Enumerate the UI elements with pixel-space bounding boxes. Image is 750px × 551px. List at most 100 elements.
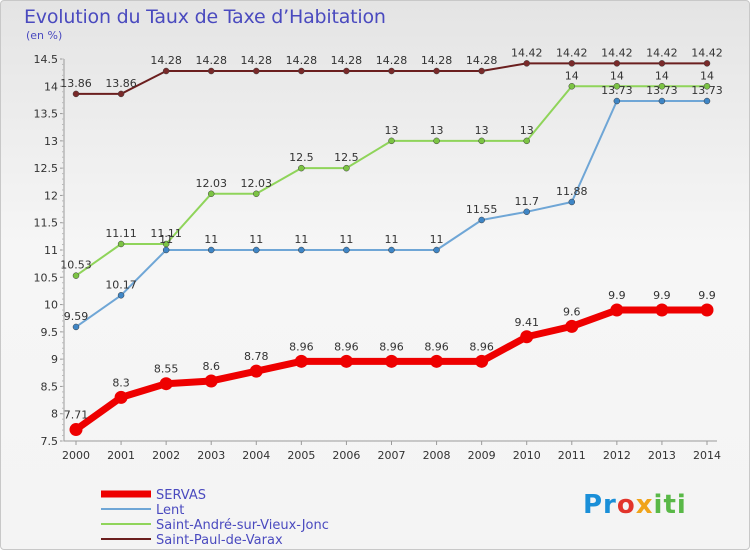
data-label: 12.5 <box>334 151 359 164</box>
y-tick-label: 13.5 <box>34 108 59 121</box>
data-point <box>475 354 489 368</box>
logo-part-3: x <box>635 490 654 520</box>
data-label: 9.9 <box>653 289 671 302</box>
x-tick-label: 2012 <box>603 449 631 462</box>
y-tick-label: 12.5 <box>34 162 59 175</box>
data-point <box>343 67 350 75</box>
data-label: 14.28 <box>376 54 408 67</box>
data-point <box>613 97 621 105</box>
data-label: 8.96 <box>289 340 314 353</box>
data-label: 8.6 <box>202 360 220 373</box>
data-point <box>523 60 530 67</box>
x-tick-label: 2000 <box>62 449 90 462</box>
data-label: 8.55 <box>154 363 179 376</box>
data-label: 11 <box>385 233 399 246</box>
x-tick-label: 2010 <box>513 449 541 462</box>
data-point <box>523 208 530 216</box>
data-point <box>72 90 80 98</box>
data-point <box>298 67 305 75</box>
data-label: 14.28 <box>241 54 273 67</box>
data-label: 13.73 <box>691 84 723 97</box>
series-lent: 9.59 10.17 11 11 11 11 11 11 11 11.55 11.7 11.88 13.… <box>64 84 723 331</box>
data-label: 14.42 <box>556 46 588 59</box>
data-point <box>700 303 714 317</box>
data-label: 13.73 <box>601 84 633 97</box>
data-label: 14.42 <box>601 46 633 59</box>
logo-part-2: o <box>616 490 636 520</box>
data-label: 12.5 <box>289 151 314 164</box>
data-label: 13 <box>385 124 399 137</box>
data-point <box>162 67 170 75</box>
data-label: 13.73 <box>646 84 678 97</box>
data-point <box>478 216 485 224</box>
x-tick-label: 2001 <box>107 449 135 462</box>
data-label: 13 <box>520 124 534 137</box>
data-point <box>568 60 576 67</box>
y-tick-label: 14 <box>44 80 58 93</box>
data-point <box>703 60 711 67</box>
data-label: 11 <box>204 233 218 246</box>
data-label: 9.59 <box>64 310 89 323</box>
x-tick-label: 2007 <box>378 449 406 462</box>
data-point <box>207 190 215 198</box>
data-point <box>294 354 308 368</box>
series-saint-paul-de-varax: 13.86 13.86 14.28 14.28 14.28 14.28 14.28 14.28… <box>60 46 723 98</box>
data-label: 11.88 <box>556 185 588 198</box>
data-point <box>72 323 80 331</box>
data-point <box>298 164 305 172</box>
data-point <box>478 67 485 75</box>
data-label: 14.28 <box>286 54 318 67</box>
data-point <box>117 240 125 248</box>
data-point <box>523 137 530 145</box>
data-point <box>385 354 398 368</box>
data-label: 14.28 <box>150 54 182 67</box>
logo-part-1: Pr <box>583 490 617 520</box>
x-tick-label: 2011 <box>558 449 586 462</box>
data-label: 13 <box>430 124 444 137</box>
data-point <box>520 330 534 344</box>
data-label: 14.42 <box>511 46 543 59</box>
data-point <box>249 364 263 378</box>
data-label: 11.7 <box>514 195 539 208</box>
data-point <box>72 272 80 279</box>
data-label: 14.28 <box>421 54 453 67</box>
data-label: 14.28 <box>466 54 498 67</box>
data-point <box>207 67 215 75</box>
data-label: 13.86 <box>105 77 137 90</box>
data-point <box>613 83 621 90</box>
data-point <box>388 246 395 254</box>
logo-part-4: iti <box>653 490 687 520</box>
x-tick-label: 2009 <box>468 449 496 462</box>
legend-label: Saint-André-sur-Vieux-Jonc <box>156 518 329 533</box>
data-point <box>565 319 579 333</box>
y-tick-label: 7.5 <box>41 435 59 448</box>
data-label: 11.11 <box>150 227 182 240</box>
x-tick-label: 2008 <box>423 449 451 462</box>
data-label: 9.41 <box>514 316 539 329</box>
x-tick-label: 2004 <box>242 449 270 462</box>
x-tick-label: 2005 <box>287 449 315 462</box>
data-point <box>207 246 215 254</box>
data-label: 9.9 <box>608 289 626 302</box>
x-tick-label: 2002 <box>152 449 180 462</box>
data-point <box>343 246 350 254</box>
data-point <box>613 60 621 67</box>
data-point <box>253 67 260 75</box>
data-point <box>162 246 170 254</box>
data-point <box>568 83 576 90</box>
data-point <box>117 292 125 299</box>
data-label: 14.42 <box>646 46 678 59</box>
data-point <box>430 354 444 368</box>
x-tick-label: 2014 <box>693 449 721 462</box>
data-point <box>298 246 305 254</box>
data-label: 14 <box>610 69 624 82</box>
data-point <box>433 137 440 145</box>
data-point <box>69 423 83 437</box>
y-tick-label: 11.5 <box>34 217 59 230</box>
data-point <box>703 83 711 90</box>
y-tick-label: 10.5 <box>34 271 59 284</box>
data-label: 14 <box>655 69 669 82</box>
data-label: 8.96 <box>379 340 404 353</box>
data-label: 9.9 <box>698 289 716 302</box>
